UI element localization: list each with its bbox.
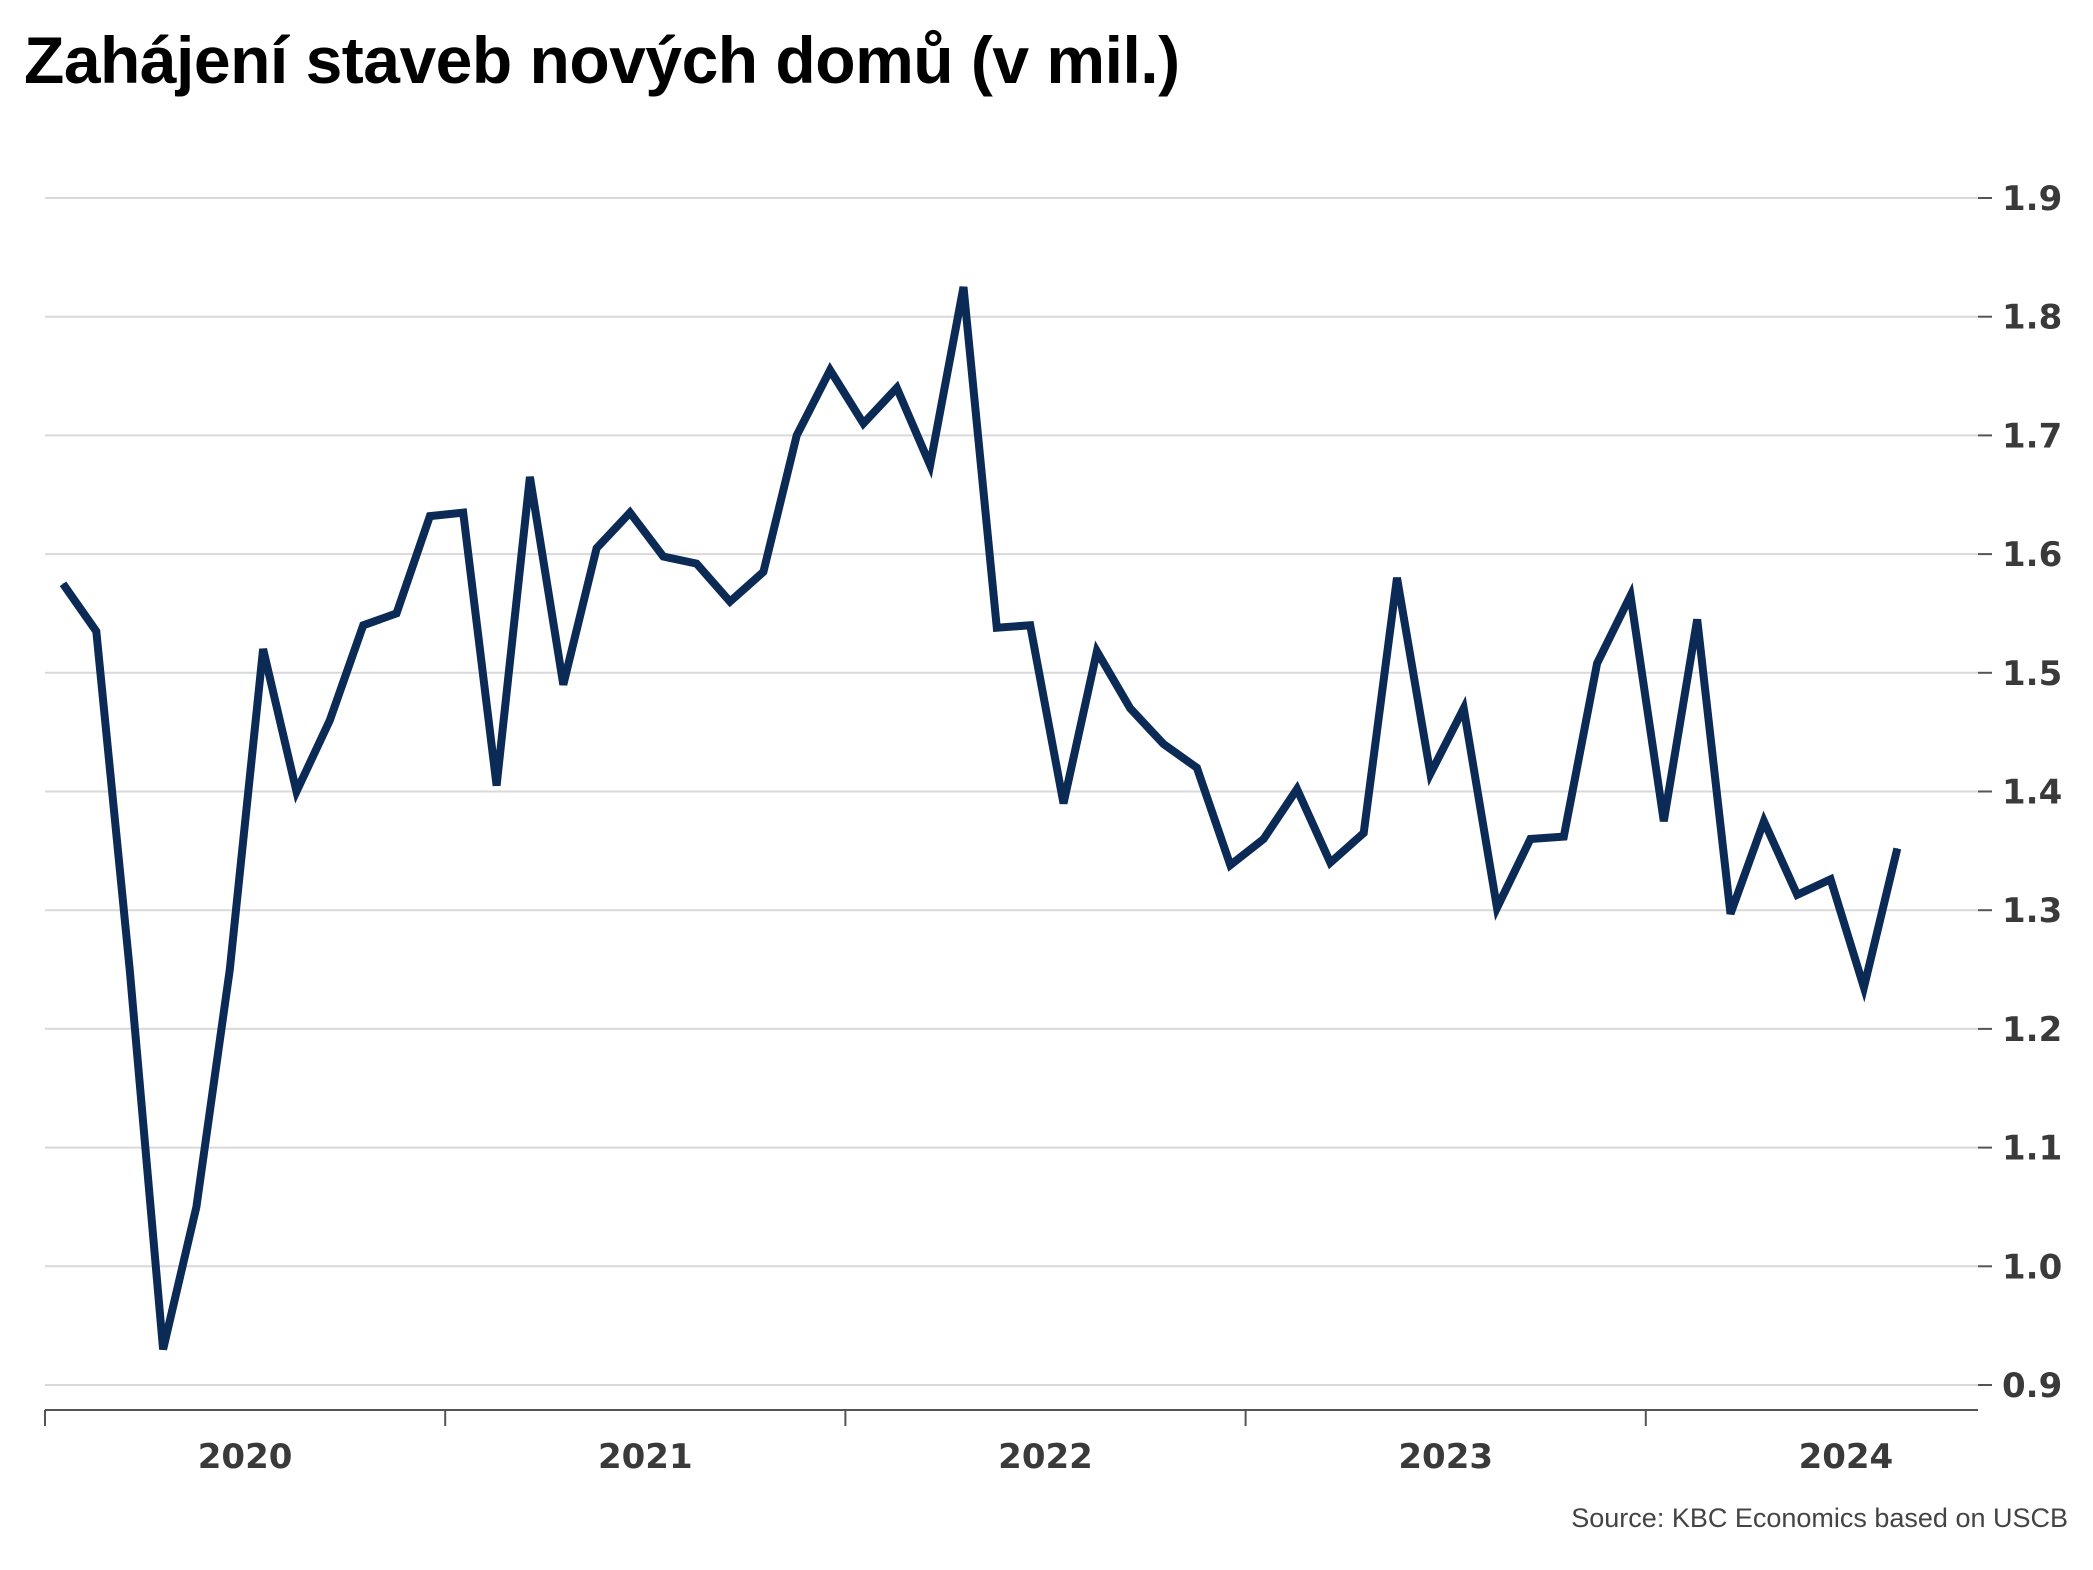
data-point	[1896, 848, 1898, 849]
data-point	[1096, 650, 1098, 652]
data-point	[829, 369, 831, 371]
x-axis: 2020 2021 2022 2023 2024	[44, 1409, 1978, 1477]
grid-lines	[45, 197, 1978, 1386]
y-axis: 0.9 1.0 1.1 1.2 1.3 1.4 1.5 1.6 1.7 1.8 1.9	[1978, 179, 2062, 1406]
data-point	[429, 515, 431, 517]
data-point	[229, 969, 231, 970]
data-point	[129, 969, 131, 970]
data-point	[1630, 595, 1631, 597]
y-tick-label: 1.0	[2002, 1247, 2062, 1287]
data-point	[396, 612, 397, 614]
data-point	[1463, 707, 1465, 709]
data-point	[596, 547, 598, 549]
data-point	[1196, 767, 1198, 769]
data-point	[1396, 577, 1398, 579]
x-tick-label: 2022	[998, 1437, 1093, 1477]
data-point	[1263, 838, 1265, 840]
data-point	[1730, 913, 1731, 915]
data-point	[496, 785, 498, 787]
y-tick-label: 0.9	[2002, 1366, 2062, 1406]
data-point	[62, 583, 64, 585]
data-point	[1696, 618, 1698, 620]
data-point	[1563, 836, 1565, 838]
chart-title: Zahájení staveb nových domů (v mil.)	[24, 23, 1180, 97]
data-point	[996, 627, 998, 629]
data-point	[1496, 907, 1498, 909]
data-point	[1363, 832, 1365, 834]
data-point	[462, 512, 464, 514]
data-point	[1596, 662, 1598, 664]
data-point	[1029, 624, 1031, 626]
y-tick-label: 1.2	[2002, 1010, 2062, 1050]
data-point	[1763, 820, 1765, 822]
data-point	[1863, 986, 1865, 988]
y-tick-label: 1.7	[2002, 416, 2062, 456]
data-point	[1830, 878, 1832, 880]
data-point	[1063, 802, 1064, 804]
x-tick-label: 2023	[1398, 1437, 1493, 1477]
data-point	[696, 563, 698, 565]
x-tick-label: 2020	[198, 1437, 293, 1477]
data-point	[1129, 707, 1131, 709]
data-points	[62, 286, 1898, 1350]
data-point	[629, 512, 631, 514]
data-point	[1163, 743, 1164, 745]
data-point	[195, 1206, 197, 1208]
x-tick-label: 2021	[598, 1437, 693, 1477]
y-tick-label: 1.6	[2002, 535, 2062, 575]
data-point	[1663, 820, 1665, 822]
data-point	[963, 286, 964, 288]
data-point	[1796, 894, 1798, 896]
data-point	[95, 630, 97, 632]
data-point	[1529, 838, 1531, 840]
data-point	[296, 791, 297, 792]
data-point	[896, 387, 898, 389]
data-point	[329, 719, 331, 721]
series-line	[59, 286, 1902, 1351]
data-point	[529, 476, 531, 478]
y-tick-label: 1.5	[2002, 654, 2062, 694]
data-point	[929, 464, 931, 466]
data-point	[1329, 862, 1331, 864]
data-point	[162, 1348, 164, 1350]
data-point	[662, 556, 664, 557]
data-point	[362, 624, 364, 626]
y-tick-label: 1.8	[2002, 298, 2062, 338]
data-point	[562, 684, 564, 686]
y-tick-label: 1.4	[2002, 773, 2062, 813]
data-point	[1296, 788, 1298, 790]
source-note: Source: KBC Economics based on USCB	[1571, 1503, 2068, 1533]
data-point	[762, 571, 764, 573]
x-tick-label: 2024	[1799, 1437, 1894, 1477]
y-tick-label: 1.1	[2002, 1129, 2062, 1169]
data-point	[262, 648, 264, 650]
data-point	[1429, 773, 1431, 775]
data-point	[796, 434, 798, 436]
data-point	[729, 601, 731, 603]
y-tick-label: 1.3	[2002, 891, 2062, 931]
y-tick-label: 1.9	[2002, 179, 2062, 219]
data-point	[1229, 864, 1231, 866]
data-point	[862, 423, 864, 424]
